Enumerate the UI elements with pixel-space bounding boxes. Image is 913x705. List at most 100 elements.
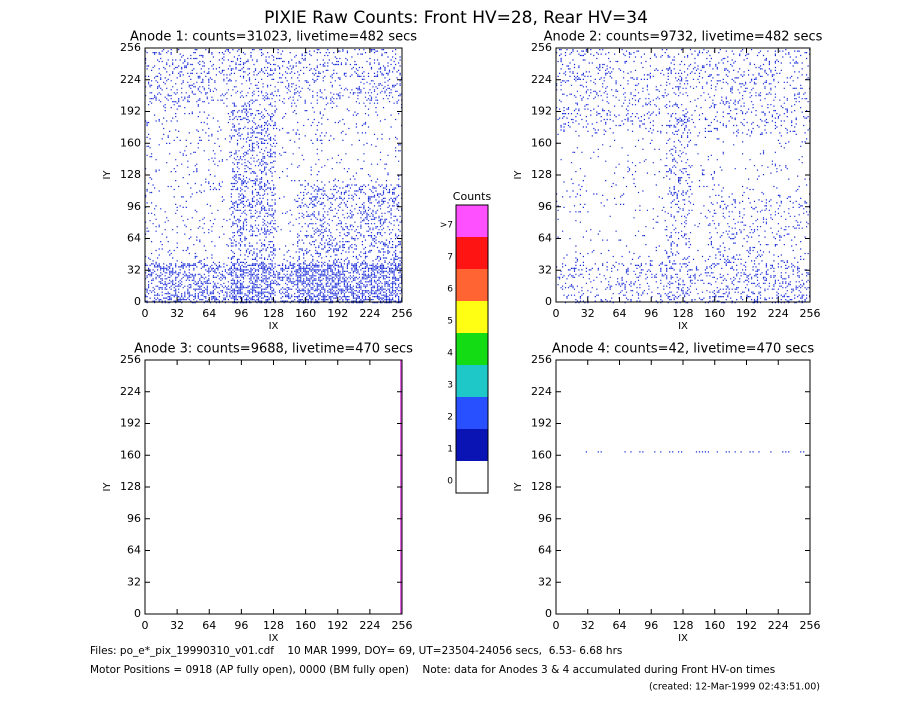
colorbar-swatch <box>456 461 488 493</box>
y-axis-label: IY <box>513 482 524 492</box>
x-tick-label: 192 <box>327 307 348 320</box>
x-tick-label: 64 <box>202 307 216 320</box>
x-tick-label: 160 <box>295 307 316 320</box>
colorbar-swatch <box>456 429 488 461</box>
y-tick-label: 32 <box>538 575 552 588</box>
plot-frame <box>555 359 811 615</box>
y-tick-label: 0 <box>134 295 141 308</box>
x-tick-label: 0 <box>142 619 149 632</box>
x-tick-label: 256 <box>392 307 413 320</box>
x-tick-label: 96 <box>644 619 658 632</box>
y-tick-label: 64 <box>538 232 552 245</box>
y-tick-label: 64 <box>127 232 141 245</box>
panel-title: Anode 2: counts=9732, livetime=482 secs <box>544 30 823 45</box>
colorbar-label: 0 <box>447 477 453 487</box>
count-texture <box>145 49 403 304</box>
y-tick-label: 128 <box>120 168 141 181</box>
y-tick-label: 224 <box>531 73 552 86</box>
y-tick-label: 192 <box>120 417 141 430</box>
count-texture <box>556 49 811 304</box>
y-tick-label: 256 <box>120 353 141 366</box>
y-tick-label: 32 <box>538 263 552 276</box>
x-axis-label: IX <box>678 633 688 644</box>
y-tick-label: 160 <box>531 448 552 461</box>
colorbar-swatch <box>456 237 488 269</box>
colorbar-label: 3 <box>447 381 453 391</box>
x-tick-label: 64 <box>202 619 216 632</box>
plot-frame <box>144 359 403 615</box>
x-tick-label: 192 <box>736 307 757 320</box>
y-tick-label: 0 <box>545 295 552 308</box>
y-tick-label: 96 <box>127 512 141 525</box>
y-tick-label: 224 <box>120 385 141 398</box>
y-tick-label: 224 <box>531 385 552 398</box>
x-tick-label: 224 <box>768 307 789 320</box>
x-axis-label: IX <box>269 321 279 332</box>
colorbar-swatch <box>456 397 488 429</box>
x-tick-label: 0 <box>142 307 149 320</box>
y-tick-label: 96 <box>538 200 552 213</box>
x-tick-label: 128 <box>673 619 694 632</box>
created-note: (created: 12-Mar-1999 02:43:51.00) <box>649 682 820 693</box>
colorbar-label: 5 <box>447 317 453 327</box>
y-tick-label: 192 <box>531 417 552 430</box>
x-tick-label: 256 <box>392 619 413 632</box>
y-tick-label: 0 <box>134 607 141 620</box>
x-tick-label: 192 <box>327 619 348 632</box>
colorbar-label: 1 <box>447 445 453 455</box>
x-tick-label: 128 <box>673 307 694 320</box>
y-axis-label: IY <box>102 170 113 180</box>
x-axis-label: IX <box>678 321 688 332</box>
y-tick-label: 32 <box>127 575 141 588</box>
y-tick-label: 160 <box>120 136 141 149</box>
x-tick-label: 32 <box>581 307 595 320</box>
y-tick-label: 192 <box>531 105 552 118</box>
x-tick-label: 128 <box>263 307 284 320</box>
footer-line: Motor Positions = 0918 (AP fully open), … <box>90 664 775 676</box>
colorbar-label: 6 <box>447 285 453 295</box>
y-tick-label: 32 <box>127 263 141 276</box>
y-tick-label: 160 <box>531 136 552 149</box>
panel-title: Anode 3: counts=9688, livetime=470 secs <box>134 342 413 357</box>
y-tick-label: 96 <box>127 200 141 213</box>
colorbar-label: 2 <box>447 413 453 423</box>
y-tick-label: 128 <box>120 480 141 493</box>
x-tick-label: 224 <box>359 307 380 320</box>
x-tick-label: 192 <box>736 619 757 632</box>
count-texture <box>585 451 805 453</box>
colorbar-swatch <box>456 301 488 333</box>
x-tick-label: 96 <box>644 307 658 320</box>
y-tick-label: 224 <box>120 73 141 86</box>
x-tick-label: 160 <box>704 307 725 320</box>
colorbar-label: 7 <box>447 253 453 263</box>
x-tick-label: 32 <box>170 307 184 320</box>
x-tick-label: 224 <box>768 619 789 632</box>
x-tick-label: 160 <box>295 619 316 632</box>
colorbar-title: Counts <box>453 190 492 203</box>
y-tick-label: 256 <box>531 41 552 54</box>
x-tick-label: 0 <box>553 307 560 320</box>
colorbar-label: 4 <box>447 349 453 359</box>
y-tick-label: 128 <box>531 480 552 493</box>
x-tick-label: 64 <box>613 619 627 632</box>
x-tick-label: 256 <box>800 307 821 320</box>
y-tick-label: 192 <box>120 105 141 118</box>
x-tick-label: 128 <box>263 619 284 632</box>
y-axis-label: IY <box>102 482 113 492</box>
footer-line: Files: po_e*_pix_19990310_v01.cdf 10 MAR… <box>90 645 622 657</box>
x-tick-label: 32 <box>170 619 184 632</box>
x-tick-label: 160 <box>704 619 725 632</box>
x-tick-label: 32 <box>581 619 595 632</box>
y-tick-label: 64 <box>127 544 141 557</box>
x-tick-label: 96 <box>234 619 248 632</box>
x-tick-label: 64 <box>613 307 627 320</box>
x-tick-label: 256 <box>800 619 821 632</box>
y-tick-label: 256 <box>531 353 552 366</box>
y-tick-label: 128 <box>531 168 552 181</box>
colorbar-frame <box>455 204 489 494</box>
main-title: PIXIE Raw Counts: Front HV=28, Rear HV=3… <box>264 8 648 28</box>
colorbar-swatch <box>456 333 488 365</box>
panel-title: Anode 1: counts=31023, livetime=482 secs <box>130 30 417 45</box>
y-tick-label: 160 <box>120 448 141 461</box>
